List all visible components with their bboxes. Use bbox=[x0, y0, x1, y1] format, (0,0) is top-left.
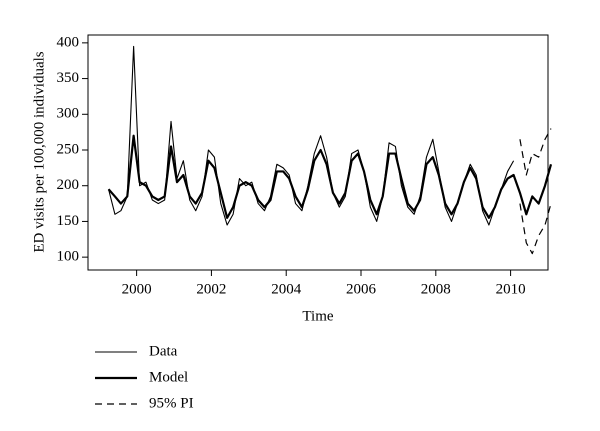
series-line bbox=[108, 45, 515, 226]
y-tick-label: 100 bbox=[57, 249, 80, 265]
plot-frame bbox=[87, 34, 549, 271]
legend-label: Data bbox=[149, 343, 178, 359]
y-tick-label: 350 bbox=[57, 70, 80, 86]
legend-label: 95% PI bbox=[149, 395, 194, 411]
y-axis-label: ED visits per 100,000 individuals bbox=[31, 51, 47, 252]
y-tick-label: 250 bbox=[57, 141, 80, 157]
x-tick-label: 2002 bbox=[196, 281, 226, 297]
y-tick-label: 300 bbox=[57, 106, 80, 122]
x-tick-label: 2006 bbox=[346, 281, 377, 297]
x-tick-label: 2008 bbox=[421, 281, 451, 297]
x-tick-label: 2010 bbox=[496, 281, 526, 297]
legend-label: Model bbox=[149, 369, 188, 385]
x-tick-label: 2000 bbox=[122, 281, 152, 297]
series-line bbox=[107, 134, 553, 219]
y-tick-label: 400 bbox=[57, 34, 80, 50]
y-tick-label: 150 bbox=[57, 213, 80, 229]
series-line bbox=[519, 128, 552, 176]
x-axis-label: Time bbox=[302, 308, 333, 324]
x-tick-label: 2004 bbox=[271, 281, 302, 297]
y-tick-label: 200 bbox=[57, 177, 80, 193]
series-line bbox=[519, 203, 552, 255]
